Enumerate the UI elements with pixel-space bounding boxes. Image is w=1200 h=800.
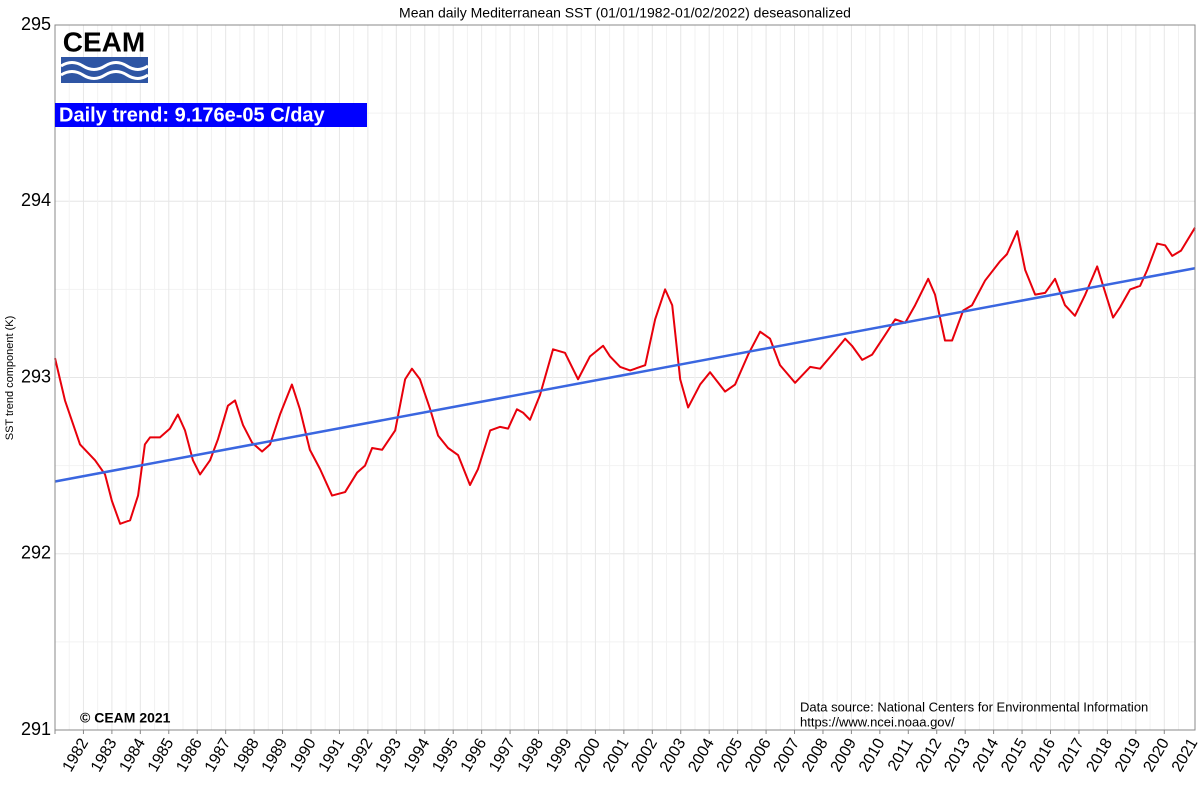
y-tick-label: 292: [21, 543, 51, 563]
series-line: [54, 227, 1196, 525]
logo-waves: [60, 61, 149, 80]
logo-text: CEAM: [63, 26, 145, 57]
y-tick-label: 295: [21, 14, 51, 34]
y-tick-label: 294: [21, 190, 51, 210]
y-tick-label: 293: [21, 366, 51, 386]
series-line: [54, 266, 1196, 483]
source-url: https://www.ncei.noaa.gov/: [800, 714, 955, 729]
trend-label: Daily trend: 9.176e-05 C/day: [59, 104, 326, 126]
chart-title: Mean daily Mediterranean SST (01/01/1982…: [399, 5, 851, 21]
trend-box: [55, 103, 367, 127]
y-axis-label: SST trend component (K): [4, 316, 16, 441]
logo: CEAM: [60, 26, 149, 83]
source-note: Data source: National Centers for Enviro…: [800, 699, 1148, 714]
y-tick-label: 291: [21, 719, 51, 739]
copyright: © CEAM 2021: [80, 710, 171, 726]
panel-border: [54, 24, 1196, 731]
marks: [54, 227, 1196, 525]
